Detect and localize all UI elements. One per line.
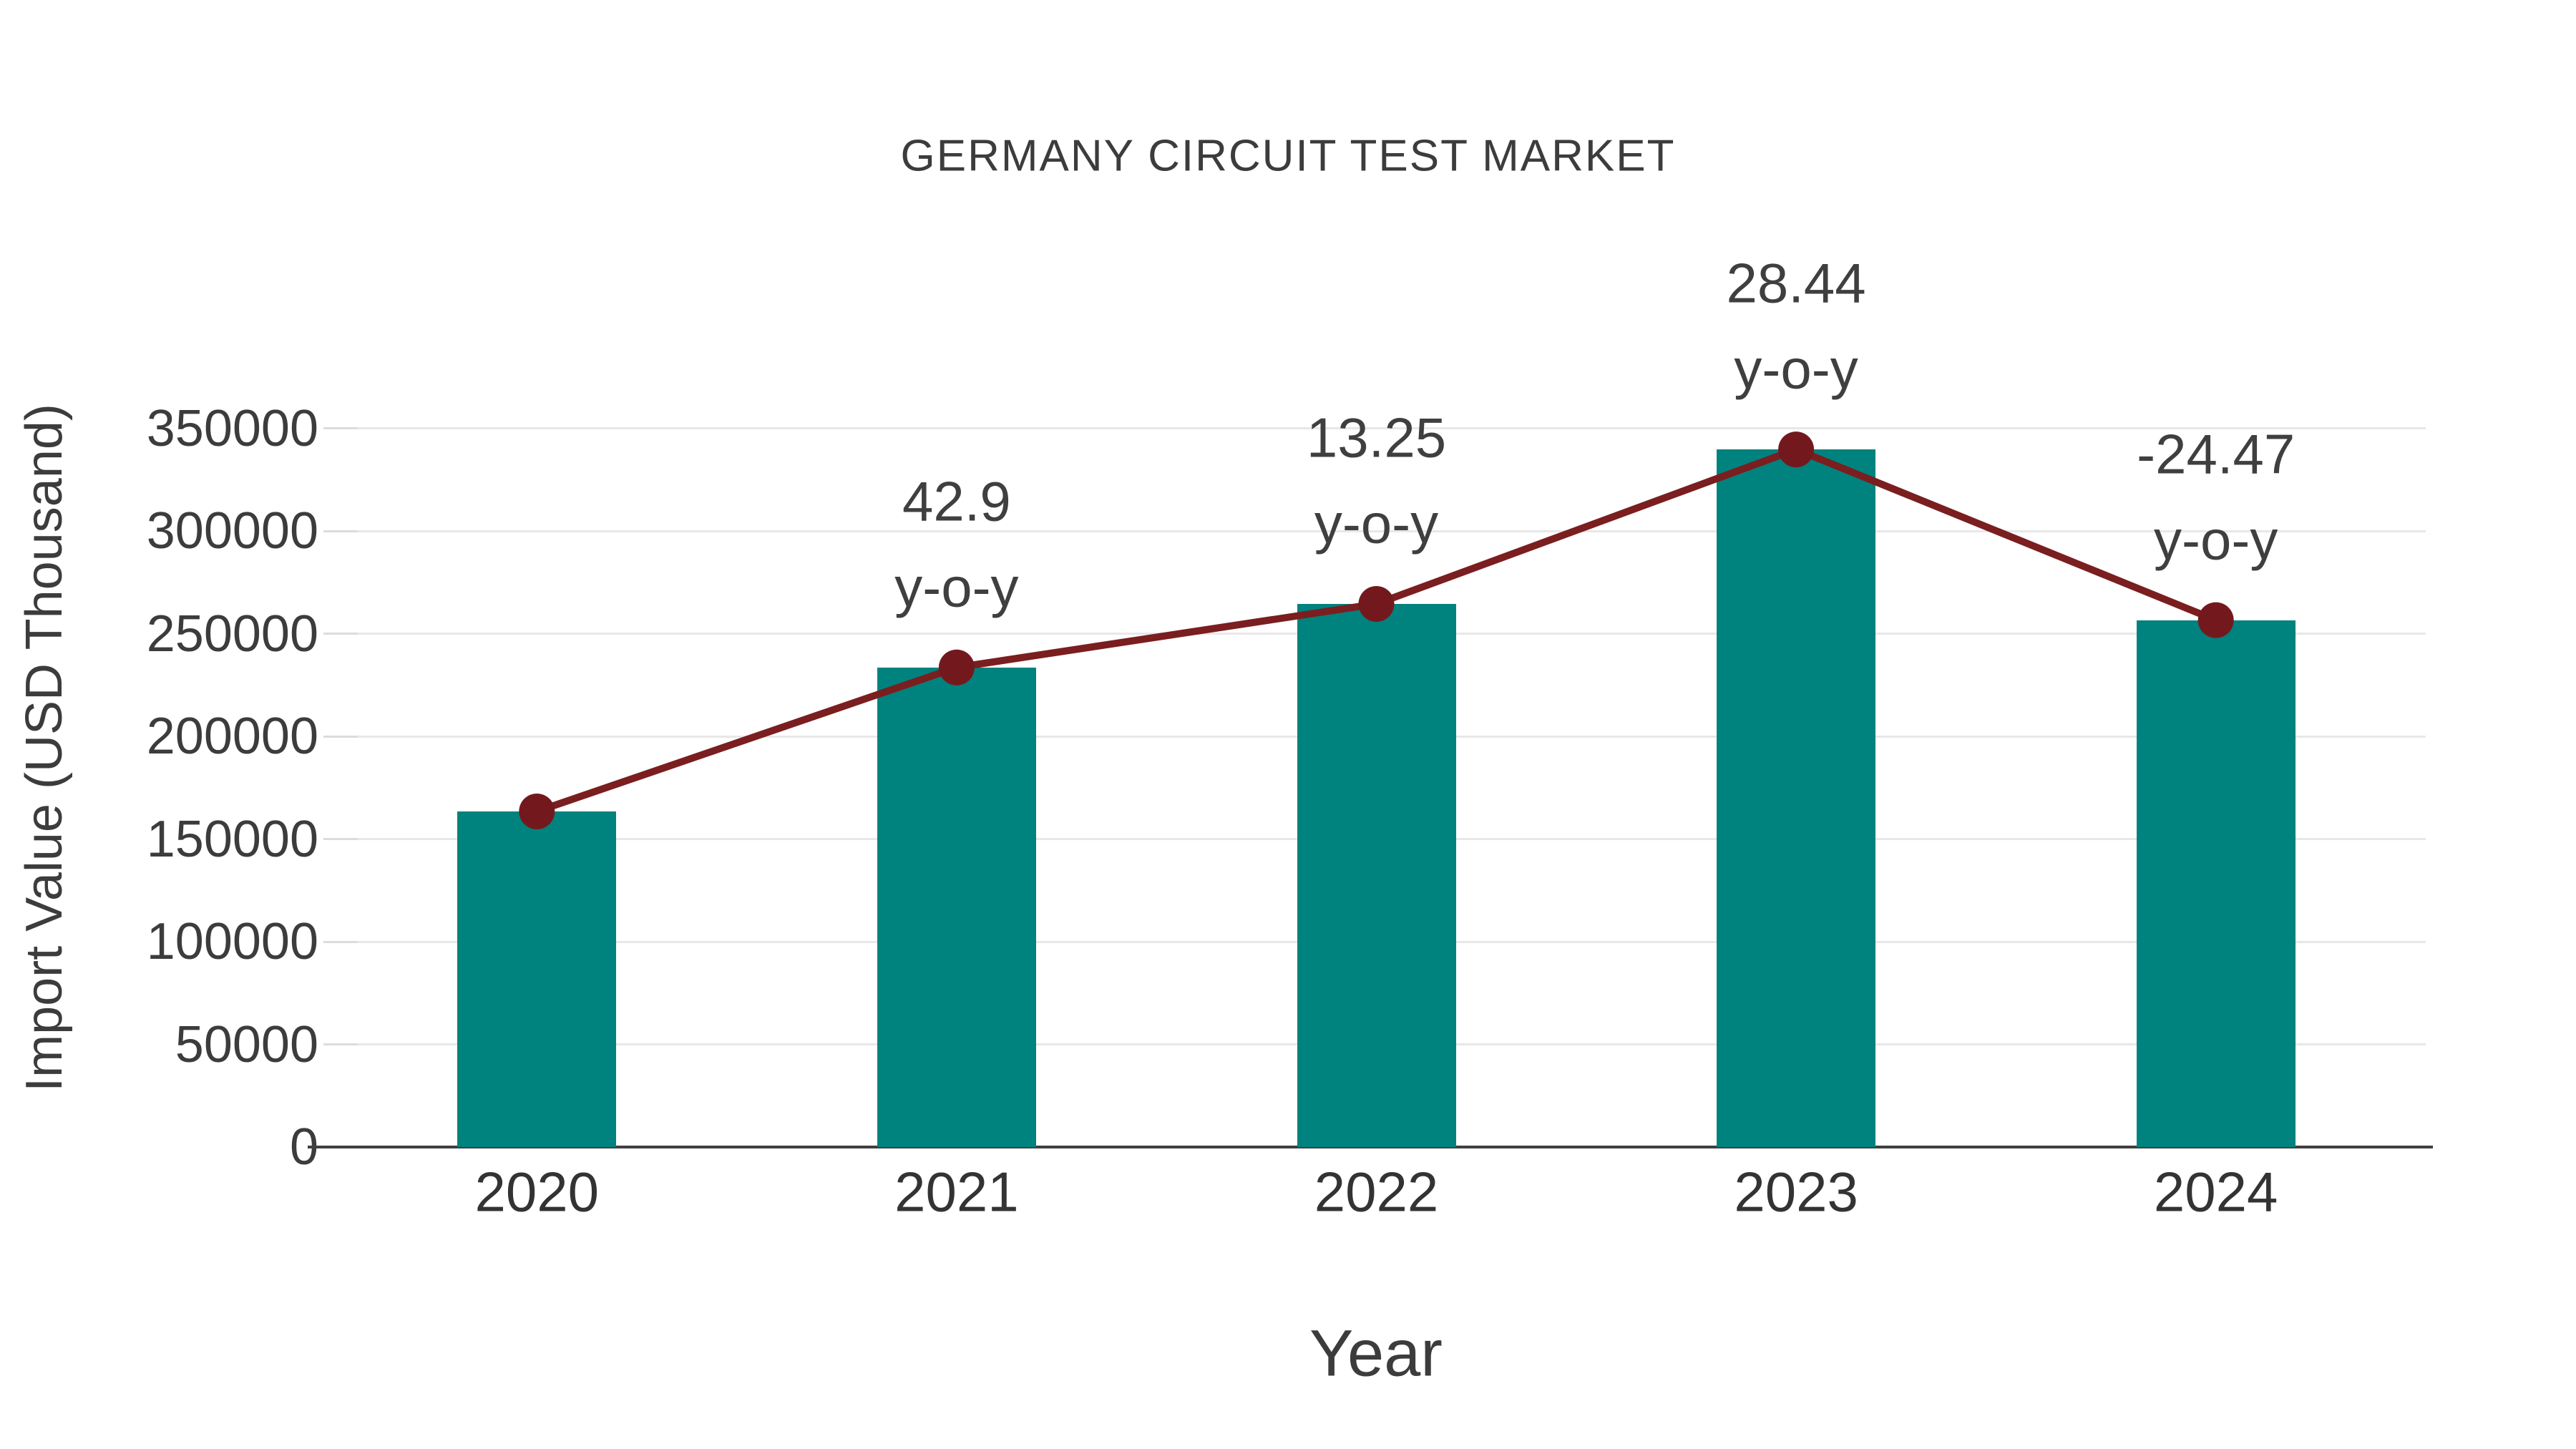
y-tick-mark-150000	[323, 838, 358, 841]
yoy-value-2023: 28.44	[1726, 251, 1866, 315]
bar-2022	[1297, 603, 1456, 1147]
y-tick-mark-300000	[323, 530, 358, 532]
y-tick-mark-350000	[323, 427, 358, 430]
x-tick-label-2022: 2022	[1314, 1160, 1439, 1224]
y-tick-label-300000: 300000	[146, 502, 318, 560]
y-tick-label-200000: 200000	[146, 708, 318, 766]
y-tick-mark-50000	[323, 1043, 358, 1046]
yoy-value-2021: 42.9	[902, 469, 1011, 533]
y-tick-label-150000: 150000	[146, 810, 318, 868]
yoy-label-2022: y-o-y	[1314, 492, 1439, 555]
x-tick-label-2020: 2020	[474, 1160, 600, 1224]
y-tick-label-100000: 100000	[146, 913, 318, 971]
y-axis-title: Import Value (USD Thousand)	[16, 404, 73, 1092]
y-tick-label-50000: 50000	[175, 1015, 318, 1073]
y-tick-mark-100000	[323, 940, 358, 943]
bar-2023	[1717, 449, 1876, 1147]
yoy-value-2022: 13.25	[1306, 406, 1447, 469]
yoy-value-2024: -24.47	[2137, 422, 2296, 486]
chart-title: GERMANY CIRCUIT TEST MARKET	[900, 131, 1676, 181]
x-axis-line	[308, 1146, 2433, 1148]
yoy-label-2024: y-o-y	[2154, 508, 2278, 572]
gridline-350000	[327, 427, 2426, 430]
bar-2021	[877, 667, 1036, 1147]
y-tick-label-250000: 250000	[146, 605, 318, 663]
bar-2024	[2136, 620, 2296, 1147]
yoy-label-2021: y-o-y	[894, 555, 1019, 619]
x-tick-label-2024: 2024	[2153, 1160, 2278, 1224]
x-tick-label-2021: 2021	[894, 1160, 1019, 1224]
y-tick-mark-250000	[323, 633, 358, 635]
bar-2020	[457, 811, 617, 1147]
y-tick-label-350000: 350000	[146, 399, 318, 457]
y-tick-mark-200000	[323, 735, 358, 738]
yoy-label-2023: y-o-y	[1734, 337, 1858, 401]
x-axis-title: Year	[1309, 1317, 1443, 1390]
x-tick-label-2023: 2023	[1734, 1160, 1858, 1224]
